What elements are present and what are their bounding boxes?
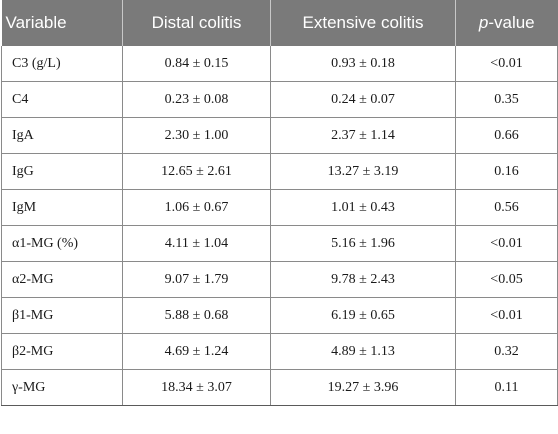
cell-p-value: 0.32 <box>455 333 558 370</box>
cell-distal: 18.34 ± 3.07 <box>122 369 271 406</box>
cell-variable: C3 (g/L) <box>1 46 123 82</box>
cell-extensive: 0.93 ± 0.18 <box>270 46 456 82</box>
table-row: C3 (g/L) 0.84 ± 0.15 0.93 ± 0.18 <0.01 <box>1 46 558 82</box>
header-p-value: p-value <box>455 0 558 46</box>
table-row: α2-MG 9.07 ± 1.79 9.78 ± 2.43 <0.05 <box>1 261 558 298</box>
cell-variable: IgG <box>1 153 123 190</box>
cell-p-value: <0.01 <box>455 46 558 82</box>
cell-distal: 2.30 ± 1.00 <box>122 117 271 154</box>
table-row: α1-MG (%) 4.11 ± 1.04 5.16 ± 1.96 <0.01 <box>1 225 558 262</box>
cell-variable: β2-MG <box>1 333 123 370</box>
cell-extensive: 1.01 ± 0.43 <box>270 189 456 226</box>
table-row: IgG 12.65 ± 2.61 13.27 ± 3.19 0.16 <box>1 153 558 190</box>
cell-variable: IgM <box>1 189 123 226</box>
cell-distal: 12.65 ± 2.61 <box>122 153 271 190</box>
cell-variable: γ-MG <box>1 369 123 406</box>
cell-distal: 4.69 ± 1.24 <box>122 333 271 370</box>
cell-variable: C4 <box>1 81 123 118</box>
header-row: Variable Distal colitis Extensive coliti… <box>1 0 558 46</box>
cell-extensive: 2.37 ± 1.14 <box>270 117 456 154</box>
cell-p-value: 0.56 <box>455 189 558 226</box>
header-variable: Variable <box>1 0 123 46</box>
cell-p-value: 0.16 <box>455 153 558 190</box>
table-body: C3 (g/L) 0.84 ± 0.15 0.93 ± 0.18 <0.01 C… <box>1 46 558 406</box>
table-header: Variable Distal colitis Extensive coliti… <box>1 0 558 46</box>
cell-p-value: 0.11 <box>455 369 558 406</box>
cell-p-value: 0.35 <box>455 81 558 118</box>
cell-p-value: <0.01 <box>455 225 558 262</box>
cell-variable: α2-MG <box>1 261 123 298</box>
table-row: IgM 1.06 ± 0.67 1.01 ± 0.43 0.56 <box>1 189 558 226</box>
header-p-italic: p <box>478 13 489 32</box>
cell-extensive: 13.27 ± 3.19 <box>270 153 456 190</box>
cell-extensive: 4.89 ± 1.13 <box>270 333 456 370</box>
cell-p-value: <0.01 <box>455 297 558 334</box>
cell-extensive: 19.27 ± 3.96 <box>270 369 456 406</box>
table-row: C4 0.23 ± 0.08 0.24 ± 0.07 0.35 <box>1 81 558 118</box>
cell-distal: 1.06 ± 0.67 <box>122 189 271 226</box>
cell-variable: β1-MG <box>1 297 123 334</box>
table-row: β1-MG 5.88 ± 0.68 6.19 ± 0.65 <0.01 <box>1 297 558 334</box>
cell-distal: 9.07 ± 1.79 <box>122 261 271 298</box>
header-p-rest: -value <box>488 13 535 32</box>
data-table: Variable Distal colitis Extensive coliti… <box>1 0 558 406</box>
cell-variable: α1-MG (%) <box>1 225 123 262</box>
cell-variable: IgA <box>1 117 123 154</box>
cell-extensive: 9.78 ± 2.43 <box>270 261 456 298</box>
cell-p-value: <0.05 <box>455 261 558 298</box>
cell-p-value: 0.66 <box>455 117 558 154</box>
cell-extensive: 0.24 ± 0.07 <box>270 81 456 118</box>
cell-distal: 0.84 ± 0.15 <box>122 46 271 82</box>
cell-distal: 0.23 ± 0.08 <box>122 81 271 118</box>
table-row: γ-MG 18.34 ± 3.07 19.27 ± 3.96 0.11 <box>1 369 558 406</box>
cell-distal: 4.11 ± 1.04 <box>122 225 271 262</box>
cell-extensive: 6.19 ± 0.65 <box>270 297 456 334</box>
table-row: IgA 2.30 ± 1.00 2.37 ± 1.14 0.66 <box>1 117 558 154</box>
header-extensive-colitis: Extensive colitis <box>270 0 456 46</box>
header-distal-colitis: Distal colitis <box>122 0 271 46</box>
table-row: β2-MG 4.69 ± 1.24 4.89 ± 1.13 0.32 <box>1 333 558 370</box>
cell-distal: 5.88 ± 0.68 <box>122 297 271 334</box>
cell-extensive: 5.16 ± 1.96 <box>270 225 456 262</box>
